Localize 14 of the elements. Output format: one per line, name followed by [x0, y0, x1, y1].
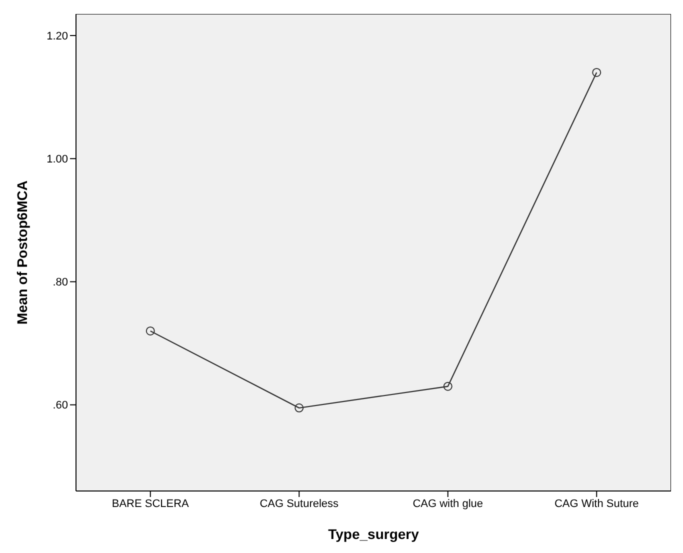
x-axis-title: Type_surgery — [328, 526, 420, 542]
x-tick-label: CAG with glue — [412, 498, 484, 510]
x-tick-label: CAG With Suture — [554, 498, 639, 510]
y-axis-title: Mean of Postop6MCA — [14, 180, 30, 324]
y-tick-label: 1.20 — [46, 30, 68, 42]
x-tick-label: BARE SCLERA — [112, 498, 190, 510]
point — [443, 382, 452, 391]
y-tick-label: .60 — [52, 400, 68, 412]
x-tick-label: CAG Sutureless — [260, 498, 340, 510]
y-tick-label: .80 — [52, 276, 68, 289]
point — [592, 68, 602, 77]
point — [146, 326, 155, 336]
point — [294, 403, 304, 412]
y-tick-label: 1.00 — [46, 154, 68, 166]
